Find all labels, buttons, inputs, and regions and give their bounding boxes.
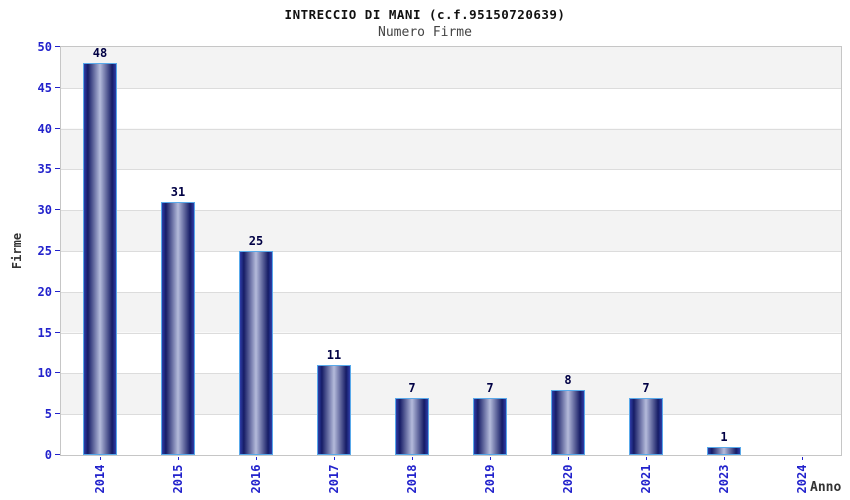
x-tick-mark [802, 457, 803, 460]
bar-2017 [317, 365, 351, 455]
bar-2023 [707, 447, 741, 455]
x-tick-mark [334, 457, 335, 460]
bar-value-label: 8 [564, 373, 572, 387]
x-tick-label: 2018 [405, 464, 419, 494]
y-tick-mark [55, 372, 60, 374]
y-tick-label: 35 [37, 162, 52, 177]
bar-value-label: 1 [720, 430, 728, 444]
y-tick-mark [55, 454, 60, 455]
x-tick-mark [646, 457, 647, 460]
bar-value-label: 31 [170, 185, 186, 199]
bar-2014 [83, 63, 117, 455]
gridline [61, 251, 841, 252]
x-tick-mark [568, 457, 569, 460]
chart-title: INTRECCIO DI MANI (c.f.95150720639) [284, 7, 566, 22]
gridline [61, 373, 841, 375]
bar-2015 [161, 202, 195, 455]
x-tick-label: 2016 [249, 464, 263, 494]
gridline [61, 414, 841, 416]
y-tick-label: 10 [37, 366, 52, 381]
x-axis-label: Anno [810, 480, 842, 495]
bar-value-label: 7 [642, 381, 650, 395]
gridline [61, 169, 841, 171]
y-tick-label: 40 [37, 121, 52, 136]
x-tick-mark [256, 457, 257, 460]
x-tick-label: 2019 [483, 464, 497, 494]
y-tick-mark [55, 46, 60, 47]
plot-area: 48 31 25 11 7 7 8 7 1 [60, 46, 842, 456]
x-tick-label: 2017 [327, 464, 341, 494]
gridline [61, 332, 841, 334]
y-tick-label: 0 [44, 448, 52, 462]
bar-value-label: 11 [326, 348, 342, 362]
bar-2018 [395, 398, 429, 455]
gridline [61, 87, 841, 89]
y-tick-mark [55, 331, 60, 333]
bar-2021 [629, 398, 663, 455]
x-tick-label: 2015 [171, 464, 185, 494]
bar-2020 [551, 390, 585, 455]
x-tick-mark [412, 457, 413, 460]
y-tick-label: 20 [37, 284, 52, 299]
y-tick-mark [55, 250, 60, 251]
y-tick-label: 15 [37, 325, 52, 340]
y-tick-label: 25 [37, 244, 52, 258]
chart-subtitle: Numero Firme [378, 25, 472, 40]
x-tick-mark [100, 457, 101, 460]
bar-2016 [239, 251, 273, 455]
x-tick-label: 2021 [639, 464, 653, 494]
bar-2019 [473, 398, 507, 455]
y-tick-label: 45 [37, 80, 52, 95]
y-tick-mark [55, 86, 60, 88]
y-tick-mark [55, 209, 60, 211]
x-tick-mark [178, 457, 179, 460]
x-tick-mark [724, 457, 725, 460]
y-tick-label: 30 [37, 203, 52, 218]
x-tick-label: 2023 [717, 464, 731, 494]
y-tick-label: 50 [37, 40, 52, 54]
x-tick-label: 2020 [561, 464, 575, 494]
x-tick-mark [490, 457, 491, 460]
bar-value-label: 7 [408, 381, 416, 395]
x-tick-label: 2014 [93, 464, 107, 494]
y-tick-mark [55, 168, 60, 170]
gridline [61, 128, 841, 130]
y-tick-mark [55, 290, 60, 292]
gridline [61, 291, 841, 293]
x-tick-label: 2024 [795, 464, 809, 494]
bar-value-label: 48 [92, 46, 108, 60]
y-tick-label: 5 [44, 407, 52, 422]
bar-value-label: 7 [486, 381, 494, 395]
y-tick-mark [55, 413, 60, 415]
y-tick-mark [55, 127, 60, 129]
gridline [61, 210, 841, 212]
bar-value-label: 25 [248, 234, 264, 248]
